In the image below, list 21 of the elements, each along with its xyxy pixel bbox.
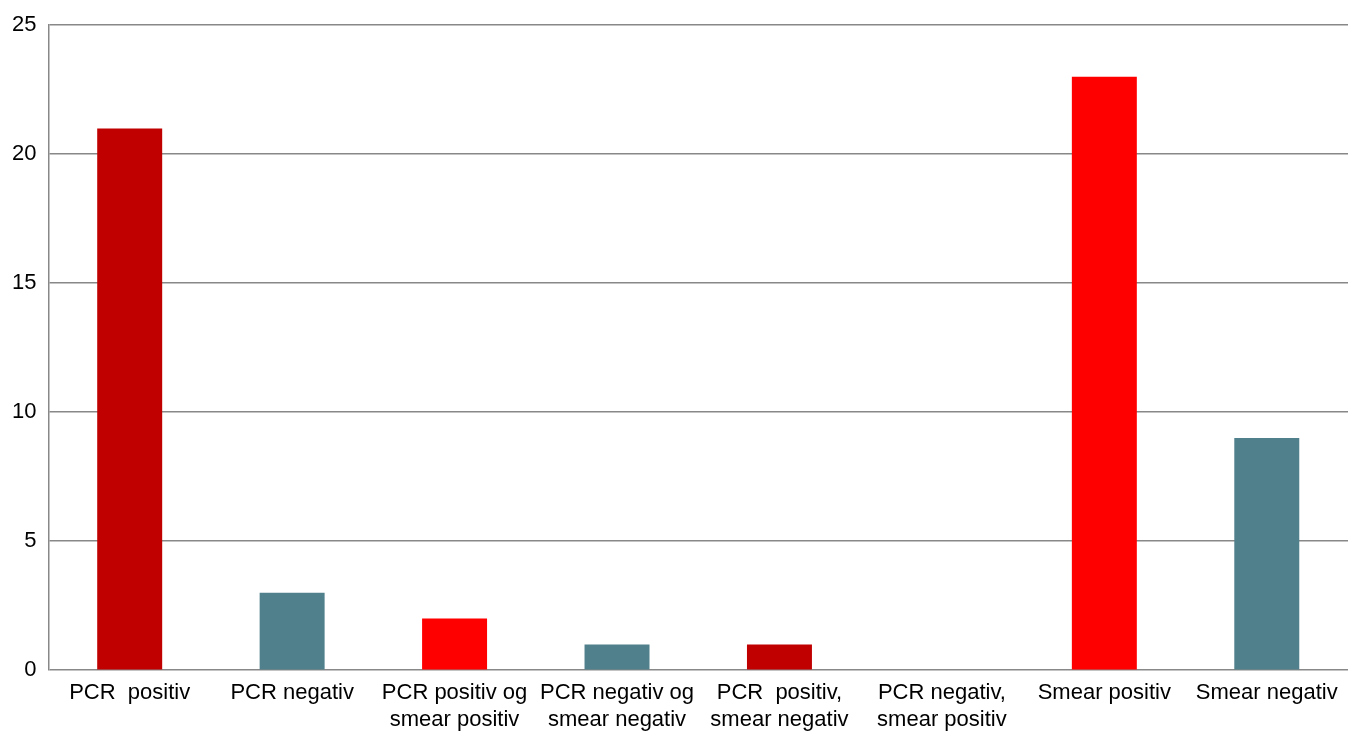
bar [259, 592, 325, 670]
x-tick-label: Smear positiv [1037, 679, 1171, 705]
x-tick-label: PCR negativ [230, 679, 354, 705]
x-tick-label: PCR negativ og smear negativ [539, 679, 695, 731]
bar [422, 618, 488, 670]
y-tick-label: 0 [24, 656, 37, 682]
bar [97, 128, 163, 670]
x-tick-label: PCR negativ, smear positiv [877, 679, 1007, 731]
bar [746, 644, 812, 670]
bar [584, 644, 650, 670]
y-tick-label: 5 [24, 527, 37, 553]
y-tick-label: 10 [11, 398, 37, 424]
x-tick-label: PCR positiv [69, 679, 191, 705]
x-tick-label: Smear negativ [1195, 679, 1338, 705]
x-tick-label: PCR positiv og smear positiv [381, 679, 528, 731]
bar [1071, 76, 1137, 670]
y-tick-label: 15 [11, 269, 37, 295]
x-tick-label: PCR positiv, smear negativ [710, 679, 849, 731]
bar [1234, 438, 1300, 670]
y-tick-label: 20 [11, 140, 37, 166]
y-tick-label: 25 [11, 11, 37, 37]
